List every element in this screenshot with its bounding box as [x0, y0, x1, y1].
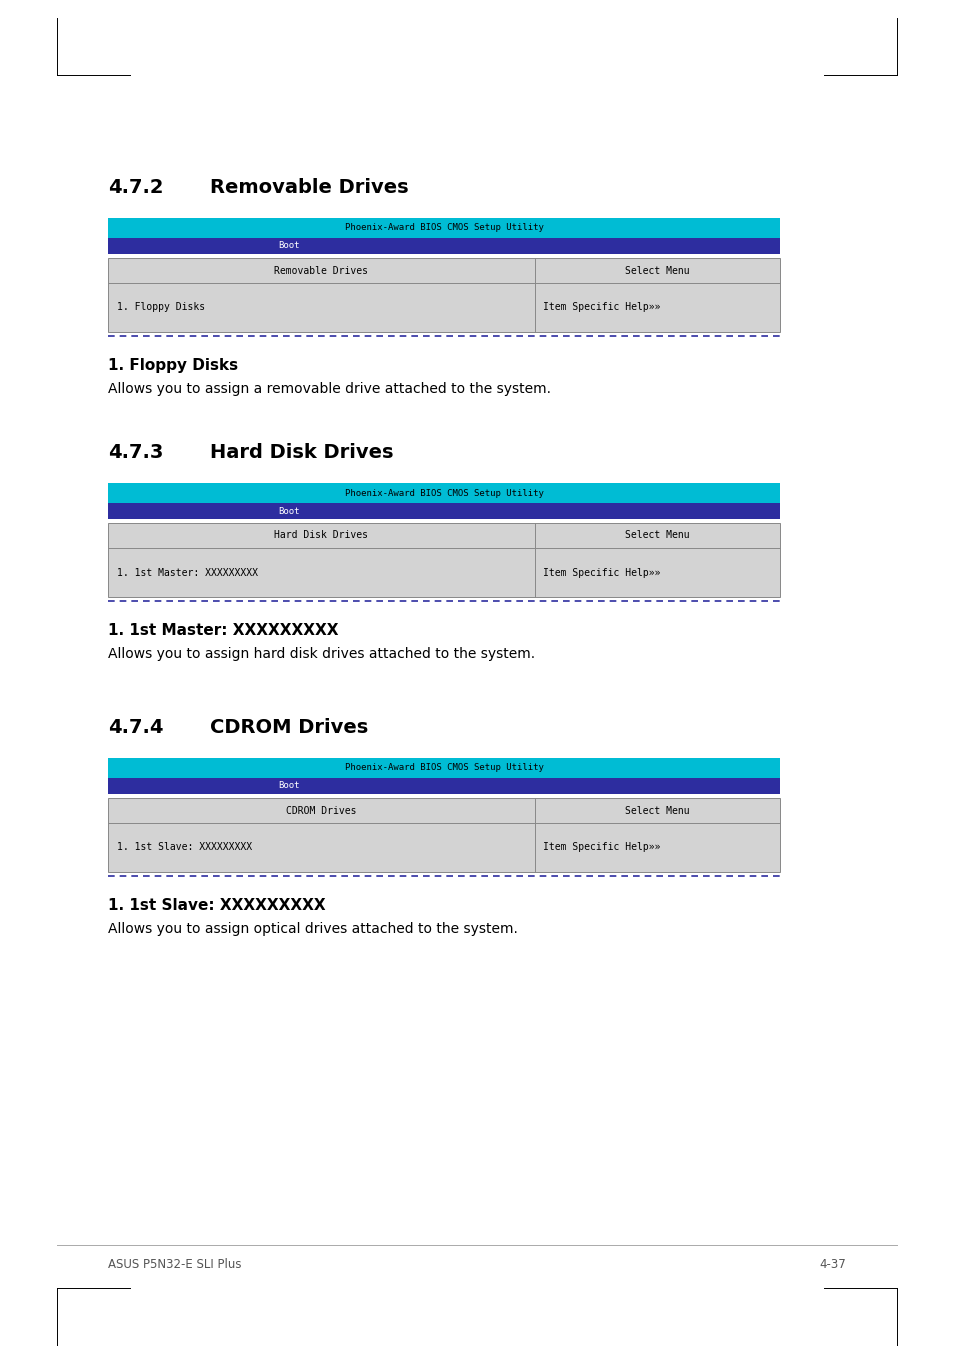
Text: CDROM Drives: CDROM Drives: [286, 806, 356, 815]
Bar: [108, 778, 780, 795]
Text: 1. 1st Master: XXXXXXXXX: 1. 1st Master: XXXXXXXXX: [117, 567, 257, 578]
Text: Boot: Boot: [278, 507, 300, 515]
Text: Allows you to assign optical drives attached to the system.: Allows you to assign optical drives atta…: [108, 921, 517, 936]
Text: Removable Drives: Removable Drives: [210, 179, 408, 198]
Text: Phoenix-Award BIOS CMOS Setup Utility: Phoenix-Award BIOS CMOS Setup Utility: [344, 224, 543, 233]
Text: 1. 1st Slave: XXXXXXXXX: 1. 1st Slave: XXXXXXXXX: [108, 898, 325, 913]
Text: Boot: Boot: [278, 781, 300, 791]
Text: 1. 1st Slave: XXXXXXXXX: 1. 1st Slave: XXXXXXXXX: [117, 842, 252, 852]
Text: 4.7.2: 4.7.2: [108, 179, 163, 198]
Text: Item Specific Help»»: Item Specific Help»»: [542, 567, 659, 578]
Text: Item Specific Help»»: Item Specific Help»»: [542, 303, 659, 312]
Text: Phoenix-Award BIOS CMOS Setup Utility: Phoenix-Award BIOS CMOS Setup Utility: [344, 763, 543, 773]
Text: 1. 1st Master: XXXXXXXXX: 1. 1st Master: XXXXXXXXX: [108, 623, 338, 638]
Bar: [108, 758, 780, 778]
Bar: [108, 503, 780, 519]
Text: Allows you to assign hard disk drives attached to the system.: Allows you to assign hard disk drives at…: [108, 647, 535, 661]
Bar: [108, 523, 780, 597]
Text: CDROM Drives: CDROM Drives: [210, 718, 368, 737]
Bar: [108, 797, 780, 872]
Text: Select Menu: Select Menu: [624, 806, 689, 815]
Bar: [108, 258, 780, 333]
Text: Item Specific Help»»: Item Specific Help»»: [542, 842, 659, 852]
Text: Allows you to assign a removable drive attached to the system.: Allows you to assign a removable drive a…: [108, 382, 551, 397]
Text: Hard Disk Drives: Hard Disk Drives: [274, 530, 368, 541]
Text: Select Menu: Select Menu: [624, 530, 689, 541]
Bar: [108, 483, 780, 503]
Text: Select Menu: Select Menu: [624, 266, 689, 275]
Text: Removable Drives: Removable Drives: [274, 266, 368, 275]
Text: 4.7.4: 4.7.4: [108, 718, 163, 737]
Text: ASUS P5N32-E SLI Plus: ASUS P5N32-E SLI Plus: [108, 1258, 241, 1272]
Text: 1. Floppy Disks: 1. Floppy Disks: [108, 358, 238, 373]
Text: 4.7.3: 4.7.3: [108, 443, 163, 462]
Text: Phoenix-Award BIOS CMOS Setup Utility: Phoenix-Award BIOS CMOS Setup Utility: [344, 488, 543, 497]
Bar: [108, 239, 780, 254]
Bar: [108, 218, 780, 239]
Text: Hard Disk Drives: Hard Disk Drives: [210, 443, 393, 462]
Text: Boot: Boot: [278, 241, 300, 251]
Text: 1. Floppy Disks: 1. Floppy Disks: [117, 303, 205, 312]
Text: 4-37: 4-37: [819, 1258, 845, 1272]
